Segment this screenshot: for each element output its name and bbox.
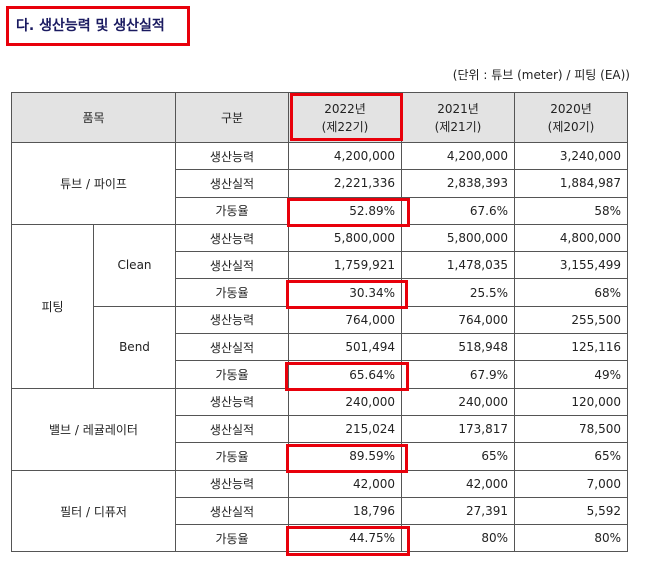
header-2022-year: 2022년 [324, 101, 366, 116]
header-2021-year: 2021년 [437, 101, 479, 116]
cell-value: 65% [401, 442, 515, 471]
cell-value: 80% [401, 524, 515, 553]
unit-note: (단위 : 튜브 (meter) / 피팅 (EA)) [452, 68, 630, 82]
table-row: Bend 생산능력 764,000 764,000 255,500 [12, 305, 628, 389]
cell-value: 89.59% [288, 442, 402, 471]
category-label: 생산능력 [175, 223, 289, 253]
product-filter: 필터 / 디퓨저 [11, 469, 176, 553]
cell-value: 52.89% [288, 196, 402, 225]
table-row: 가동율 65.64% 67.9% 49% [12, 360, 628, 389]
cell-value: 125,116 [514, 333, 628, 362]
cell-value: 4,800,000 [514, 223, 628, 253]
cell-value: 2,221,336 [288, 169, 402, 198]
cell-value: 1,478,035 [401, 251, 515, 280]
category-label: 가동율 [175, 278, 289, 307]
header-2022-term: (제22기) [321, 119, 369, 134]
category-label: 생산실적 [175, 496, 289, 526]
cell-value: 44.75% [288, 524, 402, 553]
category-label: 생산실적 [175, 169, 289, 198]
cell-value: 120,000 [514, 387, 628, 416]
category-label: 생산능력 [175, 141, 289, 171]
cell-value: 3,240,000 [514, 141, 628, 171]
header-2020-term: (제20기) [547, 119, 595, 134]
production-table: 품목 구분 2022년 (제22기) 2021년 (제21기) 2020년 (제20기… [11, 92, 628, 553]
table-row: 밸브 / 레귤레이터 생산능력 240,000 240,000 120,000 [11, 387, 628, 471]
header-2022: 2022년 (제22기) [288, 92, 402, 143]
header-2021-term: (제21기) [434, 119, 482, 134]
cell-value: 67.9% [401, 360, 515, 389]
category-label: 생산능력 [175, 305, 289, 335]
cell-value: 215,024 [288, 414, 402, 444]
cell-value: 25.5% [401, 278, 515, 307]
table-row: 피팅 Clean 생산능력 5,800,000 5,800,000 4,800,… [11, 223, 628, 389]
header-category: 구분 [175, 92, 289, 143]
category-label: 가동율 [175, 196, 289, 225]
cell-value: 80% [514, 524, 628, 553]
cell-value: 173,817 [401, 414, 515, 444]
product-tube: 튜브 / 파이프 [11, 142, 176, 225]
cell-value: 18,796 [288, 496, 402, 526]
cell-value: 240,000 [288, 387, 402, 416]
title-highlight-box [6, 6, 190, 46]
cell-value: 3,155,499 [514, 251, 628, 280]
table-row: 필터 / 디퓨저 생산능력 42,000 42,000 7,000 [11, 469, 628, 553]
table-row: 가동율 30.34% 25.5% 68% [12, 278, 628, 307]
table-row: 생산실적 501,494 518,948 125,116 [12, 333, 628, 362]
category-label: 가동율 [175, 524, 289, 553]
subproduct-clean: Clean [93, 223, 176, 307]
product-valve: 밸브 / 레귤레이터 [11, 387, 176, 471]
cell-value: 518,948 [401, 333, 515, 362]
header-item: 품목 [11, 92, 176, 143]
cell-value: 764,000 [288, 305, 402, 335]
cell-value: 240,000 [401, 387, 515, 416]
category-label: 가동율 [175, 360, 289, 389]
cell-value: 764,000 [401, 305, 515, 335]
cell-value: 4,200,000 [288, 141, 402, 171]
table-row: 가동율 52.89% 67.6% 58% [12, 196, 628, 225]
category-label: 가동율 [175, 442, 289, 471]
cell-value: 65% [514, 442, 628, 471]
cell-value: 4,200,000 [401, 141, 515, 171]
category-label: 생산실적 [175, 414, 289, 444]
category-label: 생산능력 [175, 469, 289, 498]
cell-value: 501,494 [288, 333, 402, 362]
table-row: 생산실적 2,221,336 2,838,393 1,884,987 [12, 169, 628, 198]
table-row: 튜브 / 파이프 생산능력 4,200,000 4,200,000 3,240,… [11, 141, 628, 225]
cell-value: 42,000 [288, 469, 402, 498]
cell-value: 58% [514, 196, 628, 225]
category-label: 생산능력 [175, 387, 289, 416]
section-title: 다. 생산능력 및 생산실적 [16, 18, 165, 34]
cell-value: 255,500 [514, 305, 628, 335]
cell-value: 5,592 [514, 496, 628, 526]
category-label: 생산실적 [175, 333, 289, 362]
cell-value: 2,838,393 [401, 169, 515, 198]
cell-value: 1,759,921 [288, 251, 402, 280]
cell-value: 67.6% [401, 196, 515, 225]
header-row: 품목 구분 2022년 (제22기) 2021년 (제21기) 2020년 (제20기… [11, 92, 628, 143]
cell-value: 1,884,987 [514, 169, 628, 198]
cell-value: 30.34% [288, 278, 402, 307]
header-2020: 2020년 (제20기) [514, 92, 628, 143]
cell-value: 65.64% [288, 360, 402, 389]
table-row: 생산실적 1,759,921 1,478,035 3,155,499 [12, 251, 628, 280]
header-2021: 2021년 (제21기) [401, 92, 515, 143]
cell-value: 7,000 [514, 469, 628, 498]
table-row: 생산실적 18,796 27,391 5,592 [12, 496, 628, 526]
subproduct-bend: Bend [93, 305, 176, 389]
cell-value: 78,500 [514, 414, 628, 444]
cell-value: 27,391 [401, 496, 515, 526]
cell-value: 5,800,000 [401, 223, 515, 253]
category-label: 생산실적 [175, 251, 289, 280]
cell-value: 68% [514, 278, 628, 307]
product-fitting: 피팅 [11, 223, 94, 389]
table-row: 생산실적 215,024 173,817 78,500 [12, 414, 628, 444]
cell-value: 49% [514, 360, 628, 389]
cell-value: 5,800,000 [288, 223, 402, 253]
header-2020-year: 2020년 [550, 101, 592, 116]
cell-value: 42,000 [401, 469, 515, 498]
